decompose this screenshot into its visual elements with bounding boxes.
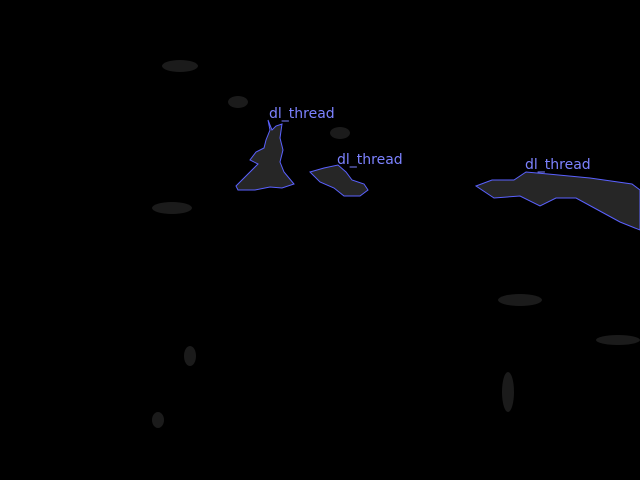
annotation-3: dl_thread bbox=[474, 157, 640, 231]
annotation-3-outline bbox=[474, 171, 640, 231]
background-blob bbox=[152, 202, 192, 214]
annotation-3-label: dl_thread bbox=[525, 157, 591, 173]
background-blob bbox=[502, 372, 514, 412]
background-blob bbox=[596, 335, 640, 345]
annotation-2-outline bbox=[309, 164, 369, 197]
background-blob bbox=[330, 127, 350, 139]
background-blob bbox=[152, 412, 164, 428]
annotation-2: dl_thread bbox=[309, 152, 403, 197]
annotation-1-label: dl_thread bbox=[269, 106, 335, 122]
background-blob bbox=[162, 60, 198, 72]
background-blob bbox=[228, 96, 248, 108]
background-blob bbox=[498, 294, 542, 306]
annotation-2-label: dl_thread bbox=[337, 152, 403, 168]
background-texture bbox=[152, 60, 640, 428]
annotation-1-outline bbox=[235, 119, 295, 191]
annotation-1: dl_thread bbox=[235, 106, 335, 191]
background-blob bbox=[184, 346, 196, 366]
